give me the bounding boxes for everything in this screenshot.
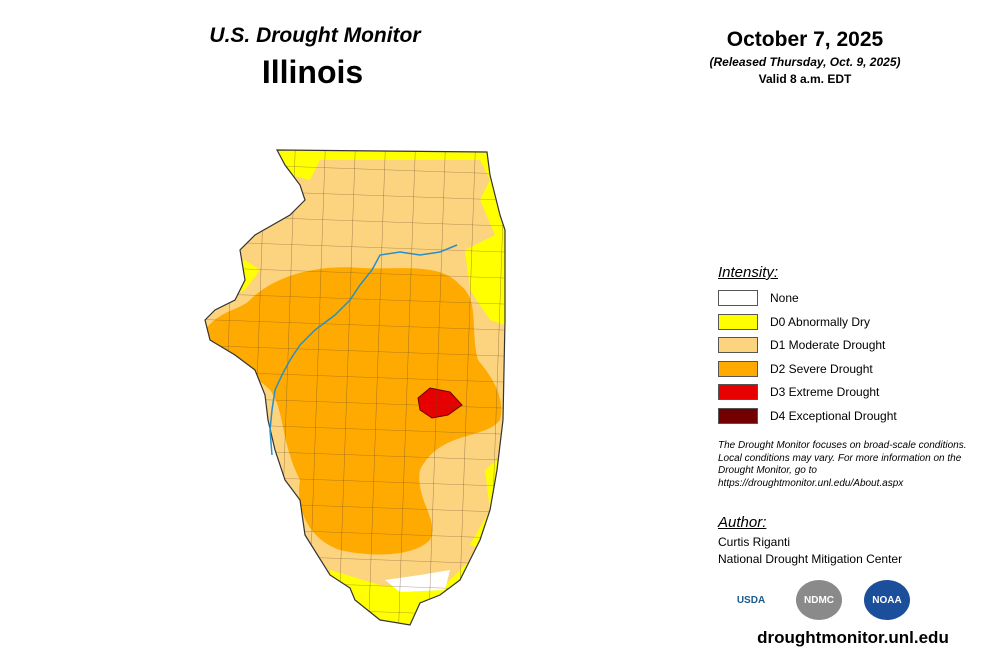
author-org: National Drought Mitigation Center bbox=[718, 552, 903, 566]
title: U.S. Drought Monitor bbox=[209, 24, 421, 47]
drought-areas bbox=[205, 150, 505, 625]
legend-item: D1 Moderate Drought bbox=[718, 337, 885, 353]
legend-label: D0 Abnormally Dry bbox=[770, 314, 871, 329]
legend-swatch bbox=[718, 384, 758, 400]
logo: USDA bbox=[728, 580, 774, 620]
logo: NOAA bbox=[864, 580, 910, 620]
legend-label: None bbox=[770, 291, 799, 305]
state-name: Illinois bbox=[261, 54, 364, 90]
legend-label: D2 Severe Drought bbox=[770, 361, 873, 376]
legend-label: D3 Extreme Drought bbox=[770, 385, 880, 399]
legend-item: D3 Extreme Drought bbox=[718, 384, 879, 400]
legend-swatch bbox=[718, 360, 758, 377]
map bbox=[204, 149, 506, 626]
legend-label: D1 Moderate Drought bbox=[770, 338, 886, 352]
date: October 7, 2025 bbox=[726, 28, 884, 51]
river bbox=[269, 244, 458, 456]
legend-title: Intensity: bbox=[718, 264, 779, 281]
legend-swatch bbox=[718, 407, 758, 424]
release-date: (Released Thursday, Oct. 9, 2025) bbox=[709, 55, 901, 69]
legend-swatch bbox=[718, 313, 758, 330]
legend-swatch bbox=[718, 290, 758, 306]
legend-label: D4 Exceptional Drought bbox=[770, 408, 897, 423]
legend-swatch bbox=[718, 337, 758, 353]
legend-item: None bbox=[718, 290, 799, 306]
logo: NDMC bbox=[796, 580, 842, 620]
url: droughtmonitor.unl.edu bbox=[757, 628, 949, 647]
legend-item: D2 Severe Drought bbox=[718, 360, 873, 377]
county-lines bbox=[205, 150, 505, 625]
author-title: Author: bbox=[718, 514, 767, 531]
author-name: Curtis Riganti bbox=[718, 535, 791, 549]
note: The Drought Monitor focuses on broad-sca… bbox=[718, 440, 967, 489]
valid-time: Valid 8 a.m. EDT bbox=[758, 72, 852, 86]
legend-item: D4 Exceptional Drought bbox=[718, 407, 897, 424]
legend-item: D0 Abnormally Dry bbox=[718, 313, 871, 330]
